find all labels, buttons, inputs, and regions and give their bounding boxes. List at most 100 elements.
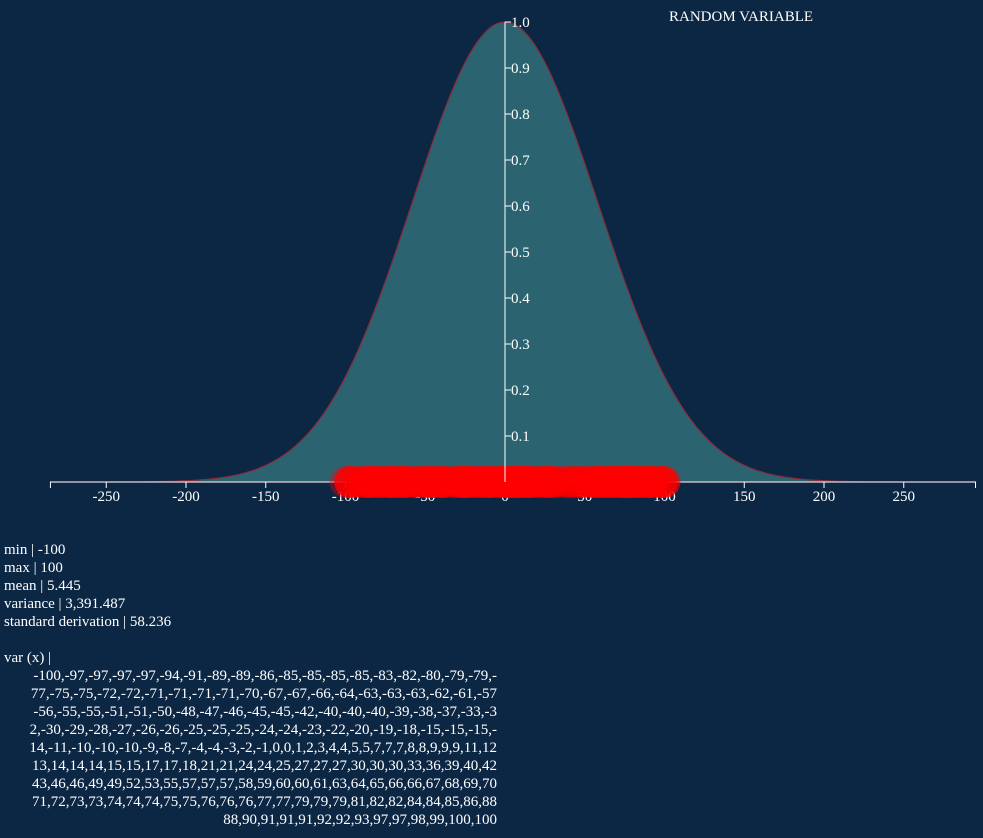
data-point <box>610 466 643 498</box>
data-point <box>493 466 526 498</box>
data-point <box>334 466 367 498</box>
data-point <box>626 466 659 498</box>
data-point <box>511 466 544 498</box>
data-point <box>600 466 633 498</box>
data-point <box>619 466 652 498</box>
y-tick-label: 0.4 <box>511 291 530 307</box>
data-point <box>643 466 676 498</box>
data-point <box>500 466 533 498</box>
y-tick-label: 1.0 <box>511 15 530 31</box>
data-point <box>485 466 518 498</box>
data-point <box>353 466 386 498</box>
x-tick-label: -50 <box>415 489 435 505</box>
data-point <box>388 466 421 498</box>
x-tick-label: -250 <box>93 489 121 505</box>
data-point <box>532 466 565 498</box>
data-point <box>466 466 499 498</box>
data-point <box>571 466 604 498</box>
data-point <box>457 466 490 498</box>
data-point <box>428 466 461 498</box>
data-point <box>482 466 515 498</box>
data-point <box>512 466 545 498</box>
data-point <box>584 466 617 498</box>
data-point <box>573 466 606 498</box>
data-point <box>512 466 545 498</box>
data-point <box>391 466 424 498</box>
y-tick-label: 0.3 <box>511 337 530 353</box>
data-point <box>492 466 525 498</box>
data-point <box>412 466 445 498</box>
x-axis: -250 -200 -150 -100 -50 0 50 100 150 200 250 <box>49 481 977 505</box>
x-tick-label: -100 <box>332 489 360 505</box>
data-point <box>581 466 614 498</box>
y-tick-label: 0.5 <box>511 245 530 261</box>
data-point <box>634 466 667 498</box>
values-line: 43,46,46,49,49,52,53,55,57,57,57,58,59,6… <box>32 776 497 792</box>
data-point <box>605 466 638 498</box>
data-point <box>551 466 584 498</box>
data-point <box>356 466 389 498</box>
values-line: 88,90,91,91,91,92,92,93,97,97,98,99,100,… <box>223 812 497 828</box>
data-point <box>445 466 478 498</box>
values-line: 13,14,14,14,15,15,17,17,18,21,21,24,24,2… <box>32 758 497 774</box>
variable-values-header: var (x) | <box>4 650 52 666</box>
data-point <box>528 466 561 498</box>
data-point <box>388 466 421 498</box>
data-point <box>465 466 498 498</box>
data-point <box>362 466 395 498</box>
data-point <box>503 466 536 498</box>
stat-max: max | 100 <box>4 560 63 576</box>
data-point <box>646 466 679 498</box>
stat-standard-deviation: standard derivation | 58.236 <box>4 614 172 630</box>
data-point <box>425 466 458 498</box>
data-point <box>449 466 482 498</box>
data-point <box>398 466 431 498</box>
data-point <box>562 466 595 498</box>
data-point <box>477 466 510 498</box>
data-point <box>622 466 655 498</box>
data-point <box>508 466 541 498</box>
data-point <box>471 466 504 498</box>
data-point <box>536 466 569 498</box>
data-point <box>555 466 588 498</box>
data-point <box>592 466 625 498</box>
data-point <box>506 466 539 498</box>
data-point <box>635 466 668 498</box>
data-point <box>624 466 657 498</box>
data-point <box>473 466 506 498</box>
data-point <box>447 466 480 498</box>
data-point <box>422 466 455 498</box>
data-point <box>586 466 619 498</box>
data-point <box>353 466 386 498</box>
data-point <box>645 466 678 498</box>
data-point <box>382 466 415 498</box>
data-point <box>375 466 408 498</box>
data-point <box>634 466 667 498</box>
values-line: 2,-30,-29,-28,-27,-26,-26,-25,-25,-25,-2… <box>29 722 497 738</box>
data-point <box>417 466 450 498</box>
data-point <box>458 466 491 498</box>
data-point <box>527 466 560 498</box>
data-point <box>608 466 641 498</box>
data-point <box>436 466 469 498</box>
x-tick-label: 100 <box>653 489 676 505</box>
data-point <box>579 466 612 498</box>
data-point <box>453 466 486 498</box>
data-point <box>334 466 367 498</box>
data-point <box>390 466 423 498</box>
data-point <box>615 466 648 498</box>
data-point <box>619 466 652 498</box>
data-point <box>465 466 498 498</box>
data-point <box>399 466 432 498</box>
data-point <box>377 466 410 498</box>
data-point <box>383 466 416 498</box>
data-point <box>415 466 448 498</box>
data-point <box>517 466 550 498</box>
data-point <box>437 466 470 498</box>
x-axis-line <box>49 481 977 488</box>
y-tick-label: 0.1 <box>511 429 530 445</box>
stat-mean: mean | 5.445 <box>4 578 81 594</box>
data-point <box>353 466 386 498</box>
data-point <box>579 466 612 498</box>
data-point <box>576 466 609 498</box>
